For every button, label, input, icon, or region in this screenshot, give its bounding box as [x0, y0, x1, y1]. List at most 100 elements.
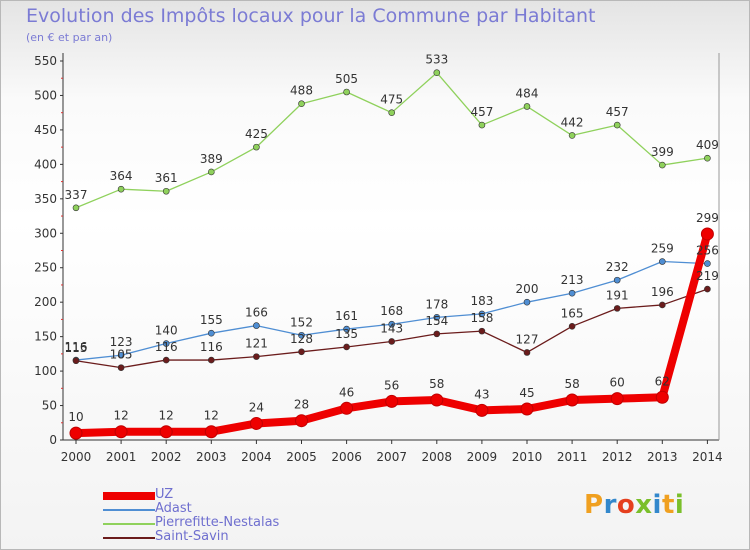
x-tick-label: 2009 [467, 450, 498, 464]
data-label-2: 409 [696, 138, 719, 152]
data-point-3 [613, 305, 621, 312]
data-point-0 [340, 401, 354, 415]
data-label-0: 62 [655, 374, 670, 388]
data-point-0 [295, 414, 308, 428]
data-point-2 [658, 161, 666, 169]
legend-label-pierrefitte: Pierrefitte-Nestalas [155, 515, 280, 530]
data-point-2 [568, 132, 576, 139]
data-point-2 [117, 185, 125, 193]
x-tick-label: 2008 [422, 450, 453, 464]
data-label-3: 154 [425, 314, 448, 328]
data-point-2 [388, 109, 396, 116]
y-tick-label: 350 [34, 192, 57, 206]
data-label-3: 116 [155, 340, 178, 354]
logo-letter: x [635, 490, 653, 520]
data-point-1 [613, 276, 621, 284]
data-point-0 [69, 426, 83, 440]
logo-letter: r [603, 490, 617, 520]
data-point-3 [298, 348, 305, 356]
data-point-1 [162, 340, 170, 347]
data-point-3 [117, 364, 125, 371]
data-label-0: 60 [610, 376, 625, 390]
data-point-2 [704, 154, 711, 162]
logo-letter: t [661, 490, 675, 520]
data-point-2 [298, 100, 305, 108]
y-tick-label: 400 [34, 157, 57, 171]
data-label-3: 127 [516, 332, 539, 346]
data-point-0 [114, 425, 128, 439]
x-tick-label: 2001 [106, 450, 137, 464]
data-label-0: 12 [204, 409, 219, 423]
data-label-3: 219 [696, 269, 719, 283]
data-point-3 [478, 327, 486, 335]
legend-swatch-pierrefitte [103, 523, 155, 525]
y-tick-label: 150 [34, 330, 57, 344]
data-label-1: 232 [606, 260, 629, 274]
data-point-0 [565, 393, 579, 407]
data-label-0: 12 [113, 409, 128, 423]
data-point-0 [159, 425, 173, 439]
data-point-3 [523, 349, 531, 356]
data-label-1: 183 [470, 294, 493, 308]
data-label-0: 12 [159, 409, 174, 423]
data-point-3 [72, 357, 80, 365]
data-point-1 [523, 298, 531, 306]
data-label-1: 213 [561, 273, 584, 287]
data-label-0: 46 [339, 385, 354, 399]
data-point-0 [700, 227, 714, 241]
data-label-0: 58 [429, 377, 444, 391]
x-tick-label: 2004 [241, 450, 272, 464]
logo-letter: i [674, 490, 685, 520]
legend-label-saint-savin: Saint-Savin [155, 529, 229, 544]
legend-label-adast: Adast [155, 501, 192, 516]
data-label-1: 168 [380, 304, 403, 318]
y-tick-label: 50 [42, 399, 57, 413]
data-point-1 [253, 322, 260, 329]
x-tick-label: 2006 [331, 450, 362, 464]
data-label-0: 24 [249, 400, 264, 414]
data-label-1: 166 [245, 306, 268, 320]
data-point-1 [433, 314, 441, 321]
data-point-0 [249, 416, 263, 430]
chart-title: Evolution des Impôts locaux pour la Comm… [26, 5, 596, 27]
data-point-1 [478, 310, 486, 318]
y-tick-label: 450 [34, 123, 57, 137]
data-point-2 [162, 187, 170, 195]
data-label-2: 361 [155, 171, 178, 185]
data-label-1: 161 [335, 309, 358, 323]
data-point-3 [704, 285, 711, 293]
data-point-1 [298, 331, 305, 339]
x-tick-label: 2014 [692, 450, 723, 464]
data-label-1: 123 [110, 335, 133, 349]
data-label-2: 425 [245, 127, 268, 141]
data-label-2: 484 [516, 86, 539, 100]
y-tick-label: 550 [34, 54, 57, 68]
data-label-2: 533 [425, 53, 448, 67]
data-point-2 [208, 168, 215, 176]
data-label-1: 152 [290, 315, 313, 329]
data-label-3: 191 [606, 288, 629, 302]
data-label-2: 457 [470, 105, 493, 119]
data-label-0: 56 [384, 378, 399, 392]
data-label-3: 115 [65, 341, 88, 355]
data-label-1: 116 [65, 340, 88, 354]
x-tick-label: 2005 [286, 450, 317, 464]
data-point-3 [343, 343, 350, 351]
logo-letter: i [652, 490, 662, 520]
data-point-2 [523, 103, 531, 110]
data-label-0: 45 [519, 386, 534, 400]
data-label-0: 28 [294, 398, 309, 412]
legend-swatch-adast [103, 509, 155, 511]
data-point-0 [385, 394, 399, 408]
x-tick-label: 2013 [647, 450, 678, 464]
data-point-0 [610, 392, 624, 406]
data-point-2 [478, 121, 486, 129]
data-point-1 [117, 351, 125, 359]
data-point-3 [433, 330, 441, 338]
data-point-1 [208, 329, 215, 337]
data-label-3: 121 [245, 337, 268, 351]
data-point-2 [343, 88, 350, 96]
data-label-0: 58 [564, 377, 579, 391]
data-point-1 [568, 289, 576, 297]
